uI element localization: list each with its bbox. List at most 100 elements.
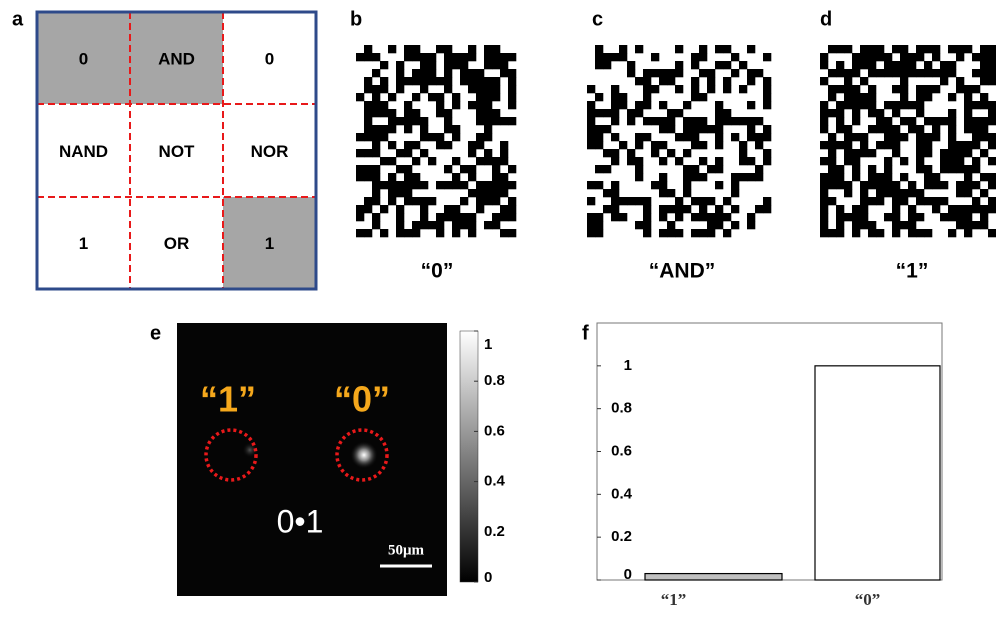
pixel bbox=[372, 149, 380, 157]
pixel bbox=[460, 61, 468, 69]
pixel bbox=[747, 173, 755, 181]
pixel bbox=[844, 189, 852, 197]
pixel bbox=[908, 205, 916, 213]
pixel bbox=[484, 117, 492, 125]
binary-pattern bbox=[820, 45, 996, 237]
pixel bbox=[595, 221, 603, 229]
pixel bbox=[619, 53, 627, 61]
pixel bbox=[972, 85, 980, 93]
pixel bbox=[651, 141, 659, 149]
pixel bbox=[884, 69, 892, 77]
pixel bbox=[372, 213, 380, 221]
pixel bbox=[643, 133, 651, 141]
pixel bbox=[868, 61, 876, 69]
pixel bbox=[635, 101, 643, 109]
pixel bbox=[587, 109, 595, 117]
pixel bbox=[892, 205, 900, 213]
pixel bbox=[972, 117, 980, 125]
pixel bbox=[404, 165, 412, 173]
pixel bbox=[428, 133, 436, 141]
pixel bbox=[828, 149, 836, 157]
caption: “0” bbox=[421, 260, 454, 283]
pixel bbox=[932, 45, 940, 53]
pixel bbox=[364, 205, 372, 213]
pixel bbox=[747, 133, 755, 141]
pixel bbox=[924, 229, 932, 237]
pixel bbox=[611, 93, 619, 101]
pixel bbox=[876, 45, 884, 53]
pixel bbox=[940, 77, 948, 85]
pixel bbox=[595, 53, 603, 61]
pixel bbox=[635, 141, 643, 149]
pixel bbox=[892, 85, 900, 93]
pixel bbox=[715, 109, 723, 117]
pixel bbox=[436, 141, 444, 149]
pixel bbox=[436, 101, 444, 109]
pixel bbox=[860, 45, 868, 53]
pixel bbox=[852, 165, 860, 173]
pixel bbox=[611, 213, 619, 221]
pixel bbox=[699, 229, 707, 237]
pixel bbox=[412, 117, 420, 125]
pixel bbox=[900, 77, 908, 85]
pixel bbox=[452, 133, 460, 141]
pixel bbox=[852, 53, 860, 61]
pixel bbox=[972, 69, 980, 77]
pixel bbox=[924, 69, 932, 77]
pixel bbox=[763, 133, 771, 141]
pixel bbox=[964, 45, 972, 53]
pixel bbox=[404, 149, 412, 157]
pixel bbox=[972, 221, 980, 229]
pixel bbox=[820, 213, 828, 221]
pixel bbox=[980, 61, 988, 69]
pixel bbox=[980, 149, 988, 157]
pixel bbox=[820, 101, 828, 109]
pixel bbox=[667, 77, 675, 85]
pixel bbox=[691, 61, 699, 69]
pixel bbox=[364, 229, 372, 237]
pixel bbox=[460, 53, 468, 61]
pixel bbox=[508, 181, 516, 189]
pixel bbox=[715, 133, 723, 141]
pixel bbox=[404, 181, 412, 189]
pixel bbox=[884, 165, 892, 173]
pixel bbox=[956, 141, 964, 149]
pixel bbox=[659, 157, 667, 165]
pixel bbox=[908, 125, 916, 133]
pixel bbox=[964, 181, 972, 189]
pixel bbox=[900, 85, 908, 93]
pixel bbox=[723, 197, 731, 205]
pixel bbox=[876, 173, 884, 181]
pixel bbox=[452, 229, 460, 237]
pixel bbox=[667, 117, 675, 125]
pixel bbox=[820, 125, 828, 133]
pixel bbox=[667, 229, 675, 237]
pixel bbox=[404, 173, 412, 181]
pixel bbox=[611, 205, 619, 213]
pixel bbox=[707, 125, 715, 133]
pixel bbox=[484, 101, 492, 109]
pixel bbox=[820, 221, 828, 229]
pixel bbox=[868, 221, 876, 229]
pixel bbox=[675, 109, 683, 117]
pixel bbox=[892, 221, 900, 229]
pixel bbox=[868, 93, 876, 101]
panel-letter: f bbox=[582, 322, 589, 344]
pixel bbox=[723, 77, 731, 85]
pixel bbox=[388, 109, 396, 117]
pixel bbox=[364, 117, 372, 125]
pixel bbox=[444, 181, 452, 189]
pixel bbox=[916, 213, 924, 221]
pixel bbox=[916, 197, 924, 205]
pixel bbox=[460, 165, 468, 173]
pixel bbox=[699, 205, 707, 213]
pixel bbox=[444, 69, 452, 77]
pixel bbox=[436, 221, 444, 229]
pixel bbox=[755, 173, 763, 181]
pixel bbox=[468, 221, 476, 229]
pixel bbox=[500, 205, 508, 213]
pixel bbox=[820, 205, 828, 213]
pixel bbox=[884, 101, 892, 109]
pixel bbox=[508, 197, 516, 205]
pixel bbox=[500, 213, 508, 221]
